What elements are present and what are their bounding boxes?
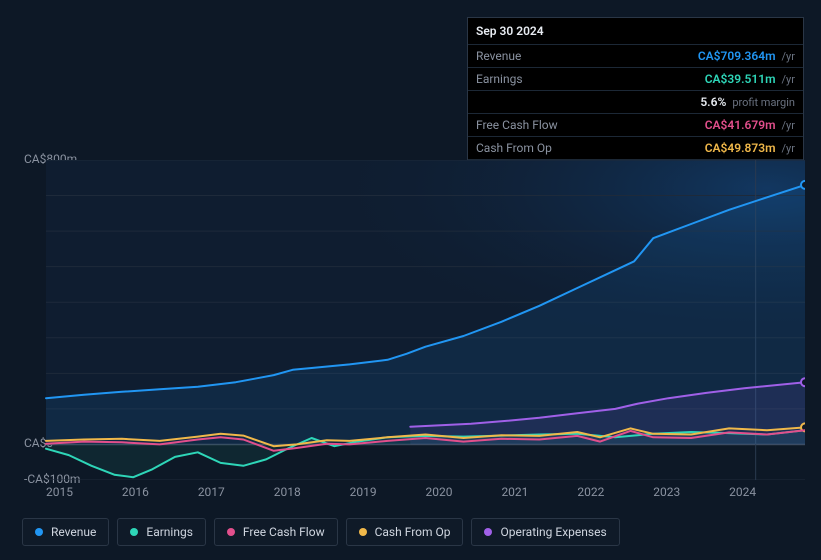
tooltip-metric-unit: /yr [782, 119, 795, 132]
chart-legend: Revenue Earnings Free Cash Flow Cash From O… [22, 518, 620, 546]
x-axis-label: 2022 [577, 485, 653, 499]
legend-label: Revenue [51, 525, 96, 539]
tooltip-metric-label: Earnings [476, 72, 699, 86]
legend-label: Operating Expenses [500, 525, 606, 539]
tooltip-metric-value: CA$49.873m [705, 141, 776, 155]
tooltip-metric-unit: profit margin [732, 96, 795, 109]
legend-item-revenue[interactable]: Revenue [22, 518, 109, 546]
tooltip-row: Earnings CA$39.511m/yr [468, 68, 803, 91]
tooltip-metric-value: CA$39.511m [705, 72, 776, 86]
chart-container: Sep 30 2024 RevenueCA$709.364m/yrEarning… [0, 0, 821, 560]
x-axis-label: 2021 [501, 485, 577, 499]
tooltip-metric-value: 5.6% [700, 95, 726, 109]
chart-tooltip: Sep 30 2024 RevenueCA$709.364m/yrEarning… [467, 17, 804, 183]
x-axis-label: 2024 [729, 485, 805, 499]
tooltip-metric-label: Revenue [476, 49, 692, 63]
legend-item-operating-expenses[interactable]: Operating Expenses [471, 518, 619, 546]
x-axis-label: 2018 [274, 485, 350, 499]
tooltip-row: 5.6% profit margin [468, 91, 803, 114]
legend-swatch-icon [130, 528, 138, 536]
tooltip-metric-label: Free Cash Flow [476, 118, 699, 132]
legend-swatch-icon [227, 528, 235, 536]
legend-swatch-icon [35, 528, 43, 536]
tooltip-row: Cash From Op CA$49.873m/yr [468, 137, 803, 160]
tooltip-metric-label: Cash From Op [476, 141, 699, 155]
x-axis-label: 2016 [122, 485, 198, 499]
legend-item-free-cash-flow[interactable]: Free Cash Flow [214, 518, 338, 546]
legend-label: Earnings [146, 525, 193, 539]
x-axis-label: 2015 [46, 485, 122, 499]
tooltip-metric-unit: /yr [782, 142, 795, 155]
x-axis-label: 2017 [198, 485, 274, 499]
legend-item-earnings[interactable]: Earnings [117, 518, 206, 546]
legend-item-cash-from-op[interactable]: Cash From Op [346, 518, 464, 546]
tooltip-row: Free Cash Flow CA$41.679m/yr [468, 114, 803, 137]
legend-label: Cash From Op [375, 525, 451, 539]
tooltip-date: Sep 30 2024 [468, 18, 803, 45]
chart-area: CA$800mCA$0-CA$100m 20152016201720182019… [16, 160, 805, 500]
x-axis-label: 2020 [426, 485, 502, 499]
tooltip-metric-unit: /yr [782, 73, 795, 86]
legend-swatch-icon [359, 528, 367, 536]
x-axis-label: 2019 [350, 485, 426, 499]
legend-label: Free Cash Flow [243, 525, 325, 539]
x-axis-labels: 2015201620172018201920202021202220232024 [46, 485, 805, 499]
x-axis-label: 2023 [653, 485, 729, 499]
line-chart[interactable] [16, 160, 805, 480]
tooltip-metric-unit: /yr [782, 50, 795, 63]
tooltip-row: Revenue CA$709.364m/yr [468, 45, 803, 68]
legend-swatch-icon [484, 528, 492, 536]
tooltip-metric-value: CA$709.364m [698, 49, 776, 63]
tooltip-metric-value: CA$41.679m [705, 118, 776, 132]
